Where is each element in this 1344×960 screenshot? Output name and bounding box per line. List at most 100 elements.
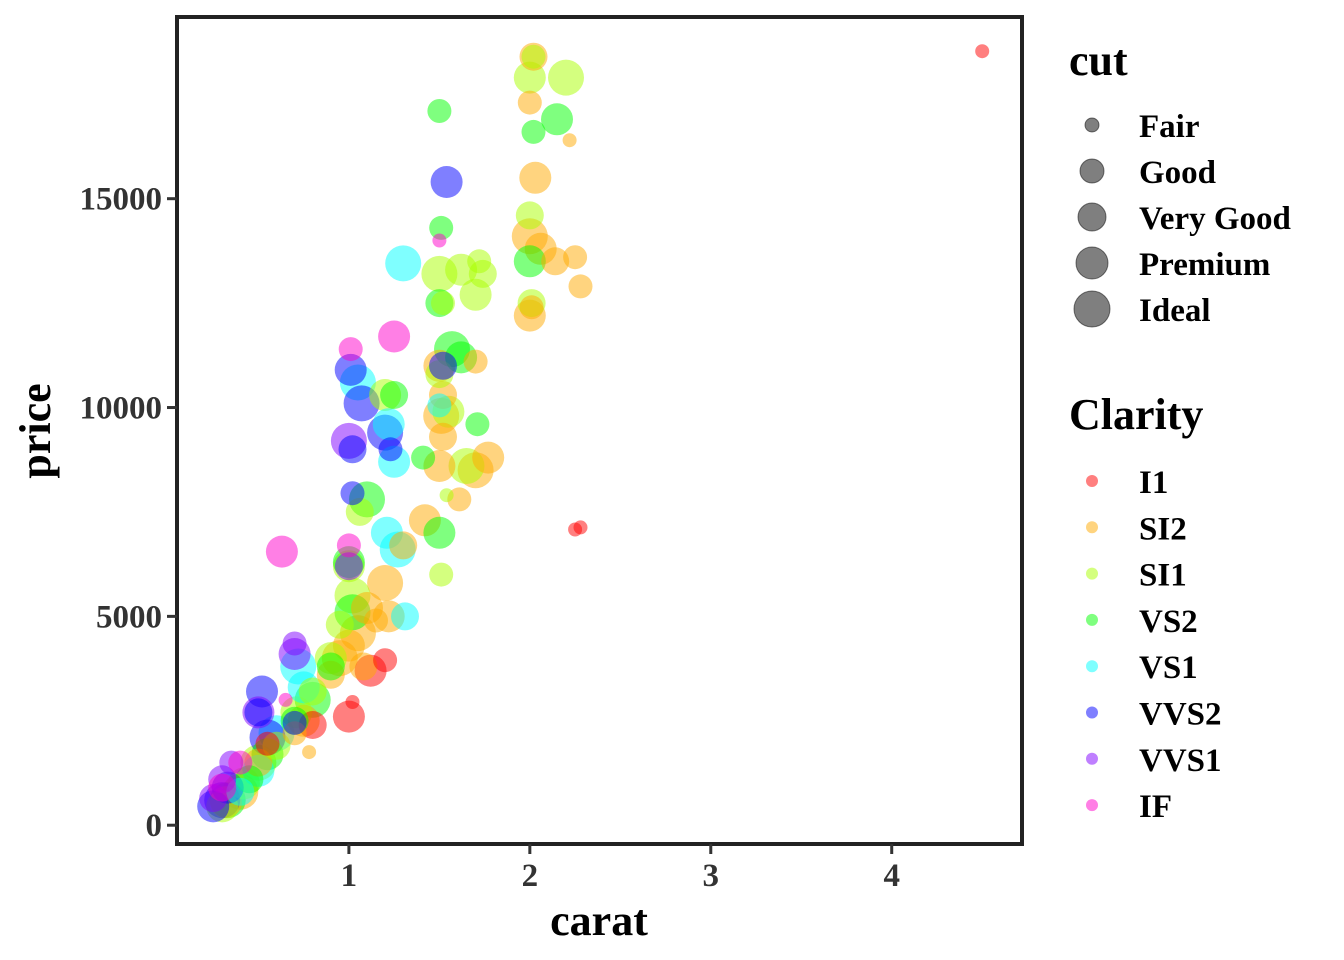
data-point	[429, 562, 454, 587]
data-point	[411, 445, 436, 470]
legend-clarity-label: VVS2	[1139, 697, 1222, 733]
data-point	[349, 652, 378, 681]
data-point	[519, 161, 552, 194]
data-point	[278, 692, 293, 707]
data-point	[391, 602, 419, 631]
data-point	[265, 535, 298, 568]
data-point	[378, 437, 403, 462]
data-point	[521, 119, 546, 144]
data-point	[364, 608, 388, 633]
legend-cut-label: Good	[1139, 155, 1216, 191]
data-point	[472, 441, 505, 474]
data-point	[336, 533, 361, 558]
data-point	[427, 99, 452, 123]
data-point	[465, 412, 490, 437]
plot-border	[175, 15, 1024, 846]
x-tick-label: 2	[522, 858, 539, 894]
data-point	[541, 103, 573, 136]
legend-cut-label: Very Good	[1139, 201, 1291, 237]
x-axis-title: carat	[550, 896, 648, 945]
data-point	[568, 274, 593, 299]
legend-cut-label: Fair	[1139, 109, 1199, 145]
x-tick-label: 3	[703, 858, 720, 894]
data-point	[332, 700, 365, 733]
points-layer	[197, 42, 990, 823]
data-point	[372, 408, 405, 441]
data-point	[208, 773, 237, 802]
data-point	[427, 393, 452, 418]
legend-cut-key	[1084, 117, 1100, 133]
data-point	[338, 435, 367, 464]
data-point	[282, 710, 307, 735]
legend-clarity-key	[1086, 660, 1098, 673]
legend-clarity-label: VS1	[1139, 650, 1198, 686]
data-point	[298, 677, 327, 706]
data-point	[378, 320, 411, 353]
data-point	[316, 652, 345, 681]
legend-clarity-label: I1	[1139, 465, 1168, 501]
data-point	[423, 516, 456, 549]
legend-cut-key	[1079, 158, 1105, 184]
legend-cut-label: Ideal	[1139, 293, 1211, 329]
data-point	[521, 44, 546, 69]
data-point	[334, 552, 363, 581]
y-tick-label: 10000	[80, 391, 163, 427]
legend-clarity-key	[1086, 475, 1098, 487]
data-point	[429, 422, 457, 451]
data-point	[340, 481, 365, 506]
data-point	[548, 59, 584, 96]
legend-clarity-key	[1086, 706, 1098, 719]
legend-clarity-label: SI2	[1139, 511, 1187, 547]
data-point	[430, 166, 463, 198]
y-axis: 0 5000 10000 15000	[80, 182, 177, 844]
data-point	[562, 133, 577, 148]
data-point	[439, 488, 454, 503]
data-point	[432, 233, 447, 248]
data-point	[513, 245, 546, 278]
legend-clarity-key	[1086, 613, 1098, 626]
data-point	[463, 349, 488, 374]
legend-clarity-key	[1086, 567, 1098, 580]
data-point	[325, 610, 354, 639]
data-point	[517, 90, 542, 115]
data-point	[467, 249, 492, 274]
legend-cut-key	[1075, 246, 1109, 280]
data-point	[563, 245, 588, 270]
data-point	[385, 245, 422, 282]
data-point	[373, 648, 398, 673]
legend-clarity-key	[1086, 799, 1098, 812]
y-tick-label: 0	[146, 808, 163, 844]
legend-cut-label: Premium	[1139, 247, 1270, 283]
data-point	[367, 565, 404, 601]
legend-cut: cut Fair Good Very Good Premium Ideal	[1069, 36, 1291, 329]
data-point	[244, 698, 273, 727]
legend-cut-key	[1073, 290, 1111, 328]
legend-cut-key	[1077, 202, 1107, 232]
legend-clarity-label: VS2	[1139, 604, 1198, 640]
legend-clarity-title: Clarity	[1069, 390, 1203, 439]
data-point	[975, 44, 990, 59]
data-point	[302, 745, 317, 760]
data-point	[345, 695, 360, 709]
legend-clarity-label: VVS1	[1139, 743, 1222, 779]
data-point	[380, 381, 409, 409]
legend-clarity-label: SI1	[1139, 558, 1187, 594]
data-point	[389, 531, 418, 560]
data-point	[519, 295, 544, 320]
legend-clarity-key	[1086, 752, 1098, 765]
x-axis: 1 2 3 4	[341, 844, 900, 894]
legend-cut-title: cut	[1069, 36, 1128, 85]
legend-clarity-label: IF	[1139, 789, 1172, 825]
data-point	[515, 201, 544, 230]
legend-clarity-key	[1086, 521, 1098, 534]
data-point	[431, 291, 455, 316]
x-tick-label: 1	[341, 858, 358, 894]
data-point	[573, 520, 588, 535]
y-tick-label: 5000	[96, 599, 162, 635]
data-point	[228, 750, 253, 775]
y-axis-title: price	[11, 383, 60, 478]
data-point	[255, 731, 280, 756]
data-point	[282, 631, 307, 656]
data-point	[338, 337, 363, 362]
x-tick-label: 4	[883, 858, 900, 894]
